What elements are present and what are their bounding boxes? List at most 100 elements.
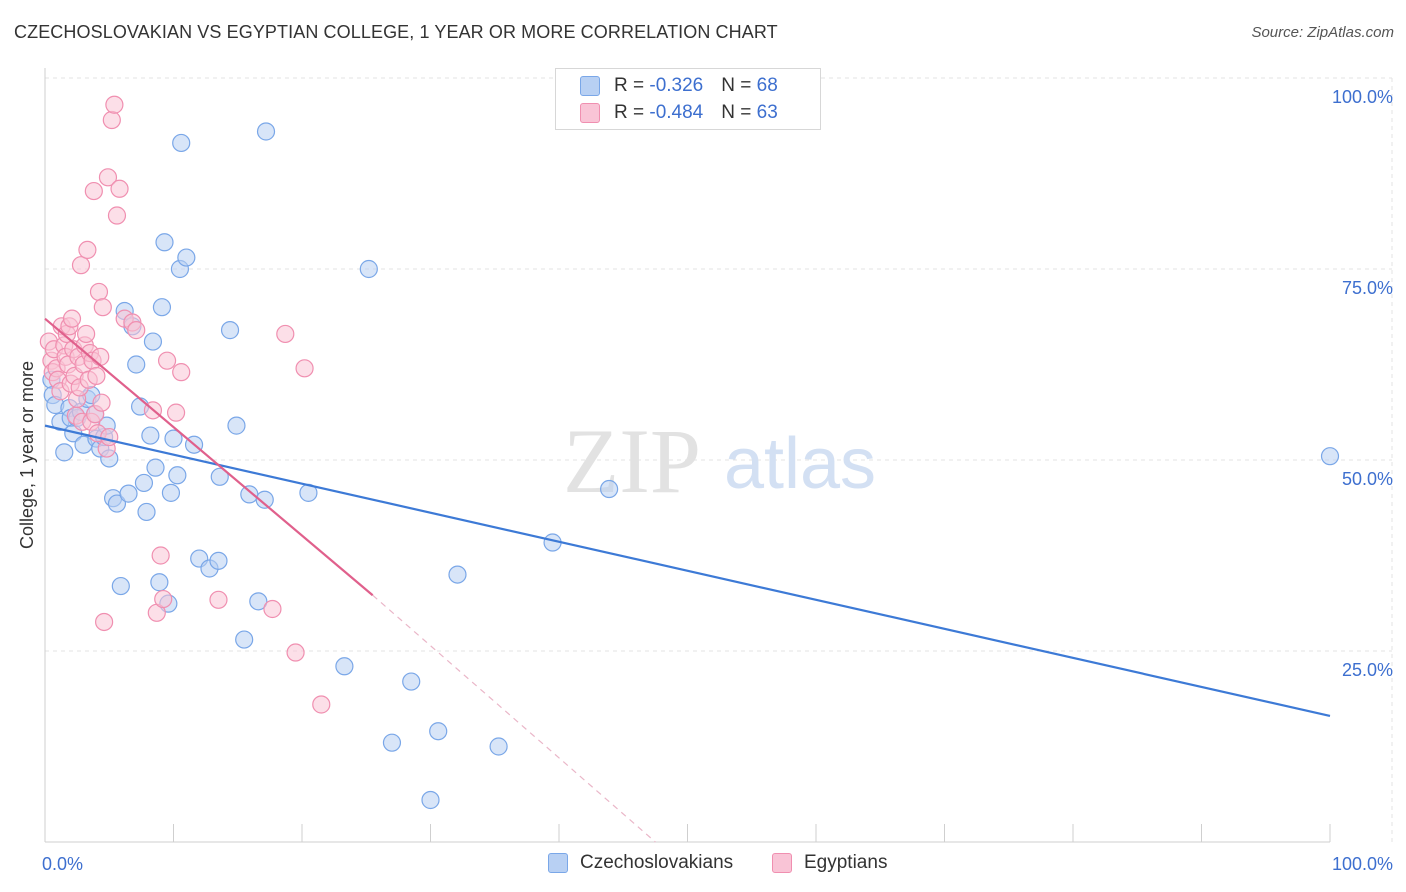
y-tick-label: 50.0%: [1342, 469, 1393, 489]
egyptian-point: [93, 298, 112, 317]
watermark-atlas: atlas: [724, 424, 876, 504]
czechoslovakian-point: [448, 565, 467, 584]
legend-row-czechoslovakians: R = -0.326 N = 68: [580, 75, 778, 99]
x-tick-label-max: 100.0%: [1332, 854, 1393, 874]
czechoslovakian-point: [107, 494, 127, 513]
egyptian-point: [77, 324, 96, 344]
egyptian-point: [95, 612, 114, 632]
egyptian-point: [166, 403, 186, 422]
legend-item-czechoslovakians[interactable]: Czechoslovakians: [548, 852, 733, 874]
egyptian-point: [102, 110, 121, 130]
egyptian-point: [295, 359, 314, 378]
legend-row-egyptians: R = -0.484 N = 63: [580, 102, 778, 126]
series-legend: Czechoslovakians Egyptians: [0, 852, 1406, 878]
czechoslovakian-point: [235, 630, 254, 649]
r-label: R =: [614, 102, 650, 123]
watermark: ZIP atlas: [563, 410, 876, 512]
chart-title: CZECHOSLOVAKIAN VS EGYPTIAN COLLEGE, 1 Y…: [14, 22, 778, 42]
czechoslovakian-point: [249, 592, 268, 611]
czechoslovakian-point: [137, 502, 156, 522]
egyptian-point: [100, 427, 119, 447]
egyptian-point: [105, 95, 124, 114]
czechoslovakian-point: [119, 484, 138, 503]
egyptian-trend-line: [44, 317, 374, 597]
egyptian-point: [92, 393, 111, 412]
egyptian-point: [276, 324, 295, 344]
czechoslovakian-point: [382, 733, 402, 752]
egyptian-point: [78, 240, 97, 259]
egyptian-point: [89, 282, 109, 302]
legend-swatch-pink: [580, 102, 600, 123]
watermark-zip: ZIP: [563, 410, 701, 512]
czechoslovakian-point: [489, 737, 508, 756]
egyptian-point: [98, 168, 118, 187]
egyptian-point: [263, 599, 282, 619]
czechoslovakian-point: [210, 467, 229, 486]
czechoslovakian-point: [152, 298, 172, 317]
czechoslovakian-point: [220, 321, 240, 340]
egyptian-point: [62, 309, 82, 328]
correlation-legend: R = -0.326 N = 68 R = -0.484 N = 63: [555, 68, 821, 130]
czechoslovakian-point: [155, 233, 174, 252]
czechoslovakian-point: [161, 483, 181, 502]
legend-item-egyptians[interactable]: Egyptians: [772, 852, 887, 874]
egyptian-point: [91, 347, 110, 366]
czechoslovakians-points: [42, 122, 1340, 810]
czechoslovakian-point: [141, 426, 160, 445]
czechoslovakian-point: [421, 790, 440, 810]
czechoslovakian-point: [146, 458, 165, 477]
czechoslovakian-point: [359, 259, 378, 279]
czechoslovakian-trend-line: [44, 424, 1331, 718]
egyptian-point: [84, 181, 103, 201]
y-tick-label: 25.0%: [1342, 660, 1393, 680]
y-axis-label: College, 1 year or more: [17, 361, 37, 549]
czechoslovakian-point: [143, 332, 163, 351]
czechoslovakian-point: [255, 490, 274, 509]
czechoslovakian-point: [209, 551, 228, 570]
legend-swatch-pink: [772, 852, 792, 873]
egyptian-point: [151, 546, 170, 565]
axes: [44, 68, 1331, 843]
source-credit: Source: ZipAtlas.com: [1251, 24, 1394, 41]
czechoslovakian-point: [177, 248, 196, 267]
czechoslovakian-point: [402, 672, 421, 691]
x-tick-label-min: 0.0%: [42, 854, 83, 874]
n-value: 63: [756, 102, 778, 123]
r-label: R =: [614, 75, 650, 96]
egyptian-point: [286, 643, 305, 662]
czechoslovakian-point: [168, 466, 187, 485]
r-value: -0.326: [649, 75, 704, 96]
egyptian-trend-extension: [372, 594, 656, 843]
y-tick-label: 100.0%: [1332, 87, 1393, 107]
grid-lines: [45, 77, 1393, 842]
czechoslovakian-point: [127, 355, 146, 374]
egyptian-point: [87, 366, 106, 386]
czechoslovakian-point: [600, 479, 619, 499]
n-value: 68: [756, 75, 778, 96]
egyptian-point: [154, 589, 173, 609]
legend-swatch-blue: [548, 852, 568, 873]
czechoslovakian-point: [1320, 447, 1340, 466]
egyptian-point: [110, 179, 129, 198]
czechoslovakian-point: [227, 416, 246, 435]
y-tick-label: 75.0%: [1342, 278, 1393, 298]
egyptian-point: [127, 321, 146, 340]
legend-swatch-blue: [580, 75, 600, 96]
egyptian-point: [312, 695, 331, 714]
czechoslovakian-point: [134, 473, 154, 493]
legend-label: Egyptians: [804, 852, 888, 873]
czechoslovakian-point: [164, 429, 183, 448]
czechoslovakian-point: [111, 576, 130, 596]
tick-labels: 25.0% 50.0% 75.0% 100.0% 0.0% 100.0%: [42, 87, 1393, 874]
egyptian-point: [157, 351, 177, 370]
czechoslovakian-point: [150, 573, 169, 592]
egyptian-point: [107, 206, 127, 225]
egyptian-point: [209, 590, 228, 609]
n-label: N =: [721, 102, 757, 123]
czechoslovakian-point: [172, 133, 191, 153]
egyptian-point: [71, 256, 91, 275]
egyptians-points: [39, 95, 331, 714]
czechoslovakian-point: [240, 485, 259, 504]
egyptian-point: [172, 363, 191, 382]
